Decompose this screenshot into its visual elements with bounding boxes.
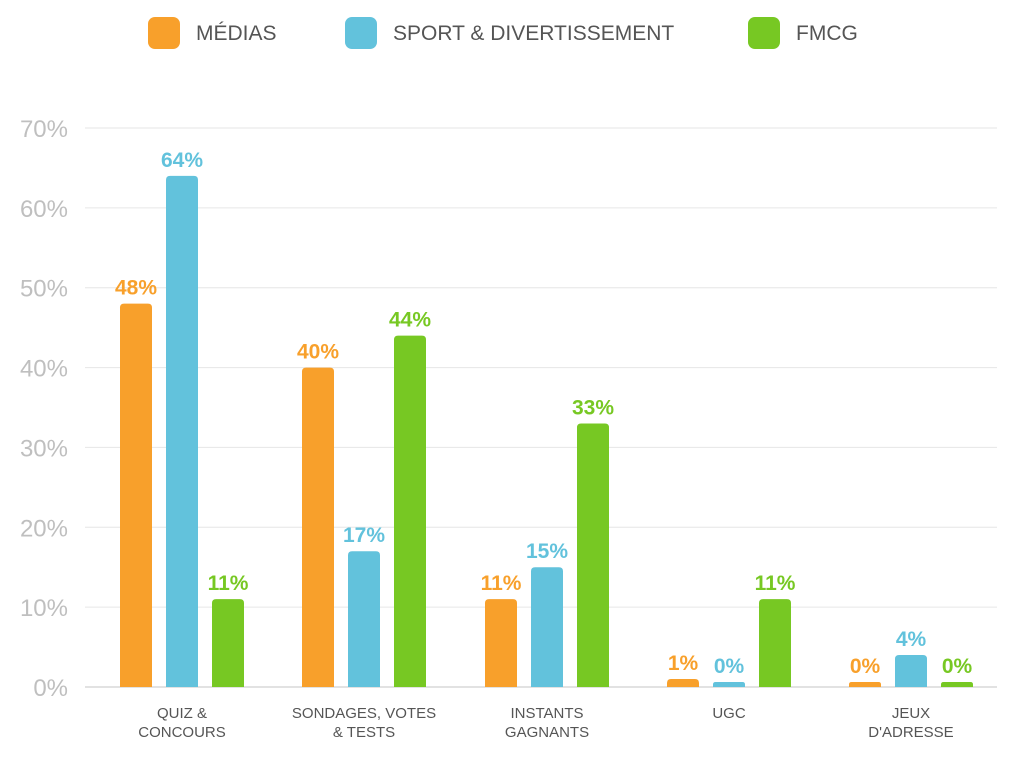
data-label: 44% — [389, 309, 431, 332]
data-label: 0% — [850, 655, 881, 678]
bar — [577, 423, 609, 687]
bar — [302, 367, 334, 687]
y-tick-label: 60% — [20, 196, 68, 223]
y-tick-label: 0% — [33, 675, 68, 702]
y-tick-label: 30% — [20, 435, 68, 462]
category-label: QUIZ & CONCOURS — [138, 705, 226, 741]
bar — [120, 303, 152, 687]
data-label: 11% — [755, 572, 796, 595]
bar — [485, 599, 517, 687]
data-label: 1% — [668, 652, 699, 675]
legend-swatch — [748, 17, 780, 49]
data-label: 48% — [115, 277, 157, 300]
bar — [531, 567, 563, 687]
legend-item: MÉDIAS — [148, 17, 277, 49]
bar — [212, 599, 244, 687]
legend-item: FMCG — [748, 17, 858, 49]
y-axis: 0% 10% 20% 30% 40% 50% 60% 70% — [20, 116, 68, 702]
bar — [667, 679, 699, 687]
bar — [849, 682, 881, 687]
data-label: 11% — [481, 572, 522, 595]
y-tick-label: 50% — [20, 276, 68, 303]
legend-label: SPORT & DIVERTISSEMENT — [393, 22, 674, 45]
data-label: 15% — [526, 540, 568, 563]
category-label: INSTANTS GAGNANTS — [505, 705, 589, 741]
bar — [759, 599, 791, 687]
data-label: 0% — [714, 655, 745, 678]
bar — [394, 335, 426, 687]
data-labels: 48% 40% 11% 1% 0% 64% 17% 15% 0% 4% 11% 44% 33% 11% 0% — [115, 149, 973, 678]
y-tick-label: 20% — [20, 515, 68, 542]
x-axis: QUIZ & CONCOURS SONDAGES, VOTES & TESTS INST… — [138, 705, 953, 741]
legend-label: FMCG — [796, 22, 858, 45]
y-tick-label: 70% — [20, 116, 68, 143]
legend-swatch — [345, 17, 377, 49]
bar — [166, 175, 198, 687]
y-tick-label: 40% — [20, 356, 68, 383]
data-label: 4% — [896, 628, 927, 651]
category-label: UGC — [712, 705, 746, 722]
category-label: JEUX D'ADRESSE — [868, 705, 953, 741]
data-label: 33% — [572, 396, 614, 419]
legend-label: MÉDIAS — [196, 22, 277, 45]
data-label: 64% — [161, 149, 203, 172]
data-label: 11% — [208, 572, 249, 595]
bar — [713, 682, 745, 687]
chart-bars — [120, 175, 973, 687]
chart-legend: MÉDIAS SPORT & DIVERTISSEMENT FMCG — [148, 17, 858, 49]
bar — [895, 655, 927, 687]
bar — [348, 551, 380, 687]
legend-swatch — [148, 17, 180, 49]
bar — [941, 682, 973, 687]
y-tick-label: 10% — [20, 595, 68, 622]
data-label: 0% — [942, 655, 973, 678]
category-label: SONDAGES, VOTES & TESTS — [292, 705, 436, 741]
data-label: 40% — [297, 341, 339, 364]
data-label: 17% — [343, 524, 385, 547]
legend-item: SPORT & DIVERTISSEMENT — [345, 17, 674, 49]
